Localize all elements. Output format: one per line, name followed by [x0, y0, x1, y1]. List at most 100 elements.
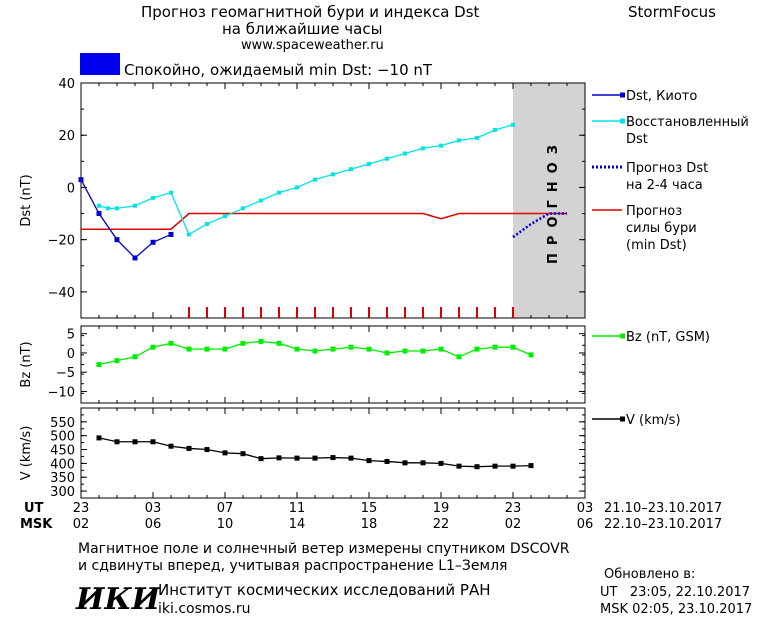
- bz-point: [330, 346, 336, 352]
- panel-frame-1: [80, 325, 586, 404]
- y-tick-label: −5: [56, 366, 75, 381]
- ut-tick-label: 03: [145, 501, 162, 516]
- panel-frame-0: [80, 82, 586, 319]
- restored-dst-point: [133, 203, 137, 208]
- msk-tick-label: 02: [505, 517, 522, 532]
- panel-frame-2: [80, 407, 586, 499]
- bz-point: [294, 346, 300, 352]
- site-url[interactable]: www.spaceweather.ru: [241, 38, 384, 53]
- v-point: [528, 463, 534, 469]
- updated-label: Обновлено в:: [604, 567, 696, 582]
- v-point: [330, 455, 336, 461]
- restored-dst-point: [331, 172, 335, 177]
- v-point: [132, 439, 138, 445]
- legend-dst-kyoto: Dst, Киото: [626, 89, 697, 104]
- bz-point: [456, 354, 462, 360]
- restored-dst-point: [385, 156, 389, 161]
- legend-restored-1: Восстановленный: [626, 115, 749, 130]
- restored-dst-point: [493, 128, 497, 132]
- ut-tick-label: 23: [73, 501, 90, 516]
- institute-url[interactable]: iki.cosmos.ru: [158, 601, 251, 617]
- bz-point: [276, 340, 282, 346]
- msk-tick-label: 18: [361, 517, 378, 532]
- ut-tick-label: 03: [577, 501, 594, 516]
- restored-dst-point: [169, 190, 173, 195]
- ut-tick-label: 19: [433, 501, 450, 516]
- restored-dst-point: [349, 167, 353, 172]
- y-tick-label: 550: [50, 416, 75, 431]
- restored-dst-line: [98, 124, 514, 236]
- forecast-label: ПРОГНОЗ: [546, 137, 561, 264]
- restored-dst-point: [97, 203, 101, 208]
- ut-tick-label: 11: [289, 501, 306, 516]
- bz-point: [492, 344, 498, 350]
- bz-point: [528, 352, 534, 358]
- v-point: [366, 458, 372, 464]
- storm-forecast-line: [81, 212, 567, 230]
- title-line1: Прогноз геомагнитной бури и индекса Dst: [141, 3, 480, 21]
- v-point: [168, 443, 174, 449]
- restored-dst-point: [511, 122, 515, 127]
- status-swatch: [80, 53, 120, 75]
- bz-point: [258, 338, 264, 344]
- v-legend-marker: [620, 416, 625, 422]
- v-point: [510, 463, 516, 469]
- v-point: [186, 445, 192, 451]
- y-tick-label: 500: [50, 430, 75, 445]
- dst-kyoto-point: [78, 177, 84, 183]
- updated-msk: MSK 02:05, 23.10.2017: [600, 602, 753, 617]
- msk-range: 22.10–23.10.2017: [604, 517, 722, 532]
- restored-dst-point: [241, 206, 245, 211]
- y-tick-label: 0: [67, 181, 75, 196]
- dst-kyoto-point: [132, 255, 138, 261]
- y-tick-label: 450: [50, 444, 75, 459]
- v-point: [96, 435, 102, 441]
- iki-logo: ИКИ: [76, 582, 160, 617]
- restored-dst-point: [151, 195, 155, 200]
- bz-point: [132, 354, 138, 360]
- restored-dst-point: [367, 161, 371, 166]
- y-tick-label: 400: [50, 457, 75, 472]
- dst-kyoto-line: [80, 179, 172, 259]
- ut-tick-label: 07: [217, 501, 234, 516]
- restored-dst-point: [106, 206, 110, 211]
- restored-dst-point: [475, 135, 479, 140]
- legend-forecast-dst-2: на 2-4 часа: [626, 178, 703, 193]
- y-tick-label: 350: [50, 471, 75, 486]
- v-point: [222, 450, 228, 456]
- brand-name: StormFocus: [628, 3, 716, 21]
- v-point: [258, 456, 264, 462]
- dst-kyoto-point: [168, 231, 174, 237]
- v-point: [348, 455, 354, 461]
- msk-tick-label: 06: [145, 517, 162, 532]
- y-tick-label: 0: [67, 347, 75, 362]
- bz-point: [114, 358, 120, 364]
- bz-point: [402, 348, 408, 354]
- footer-note-2: и сдвинуты вперед, учитывая распростране…: [78, 558, 508, 574]
- v-point: [384, 458, 390, 464]
- ut-axis-label: UT: [24, 501, 44, 516]
- bz-point: [96, 362, 102, 367]
- bz-point: [240, 340, 246, 346]
- msk-tick-label: 02: [73, 517, 90, 532]
- ut-tick-label: 15: [361, 501, 378, 516]
- restored-dst-point: [277, 190, 281, 195]
- restored-dst-point: [187, 232, 191, 237]
- ut-range: 21.10–23.10.2017: [604, 501, 722, 516]
- bz-point: [204, 346, 210, 352]
- updated-ut: UT 23:05, 22.10.2017: [600, 585, 751, 600]
- restored-dst-point: [421, 146, 425, 151]
- y-tick-label: 5: [67, 328, 75, 343]
- v-point: [276, 455, 282, 461]
- ut-tick-label: 23: [505, 501, 522, 516]
- bz-point: [384, 350, 390, 356]
- bz-point: [168, 340, 174, 346]
- v-point: [240, 451, 246, 457]
- bz-point: [510, 344, 516, 350]
- v-point: [312, 455, 318, 461]
- v-point: [438, 460, 444, 466]
- y-tick-label: −10: [48, 385, 75, 400]
- v-point: [456, 463, 462, 469]
- dst-kyoto-point: [96, 211, 102, 217]
